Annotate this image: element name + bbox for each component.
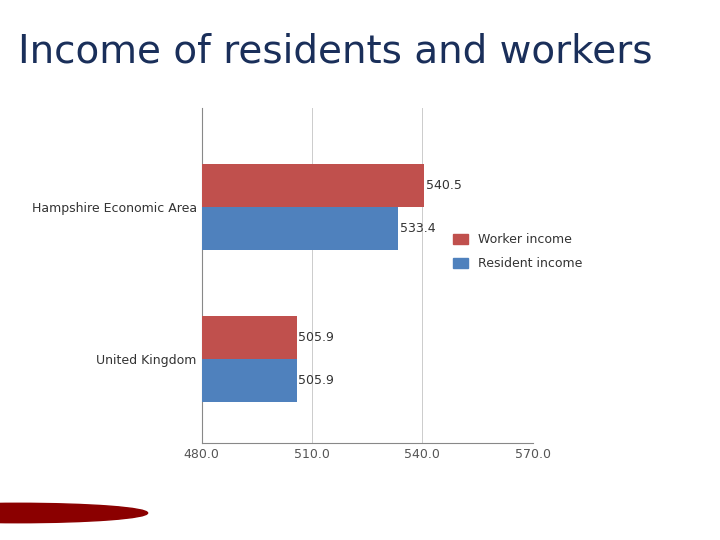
Text: 540.5: 540.5 [426, 179, 462, 192]
Text: Source: Annual Survey of Hours and Earnings, 2012: Source: Annual Survey of Hours and Earni… [259, 512, 549, 522]
Text: County Council: County Council [40, 520, 119, 530]
Text: 505.9: 505.9 [298, 374, 334, 387]
Circle shape [0, 503, 148, 523]
Bar [202, 164, 424, 207]
Text: 533.4: 533.4 [400, 222, 435, 235]
Bar [202, 207, 398, 249]
Bar [202, 359, 297, 402]
Bar [202, 316, 297, 359]
Text: Hampshire: Hampshire [40, 497, 111, 510]
Text: Income of residents and workers: Income of residents and workers [18, 32, 652, 70]
Legend: Worker income, Resident income: Worker income, Resident income [453, 233, 582, 271]
Text: 505.9: 505.9 [298, 332, 334, 345]
